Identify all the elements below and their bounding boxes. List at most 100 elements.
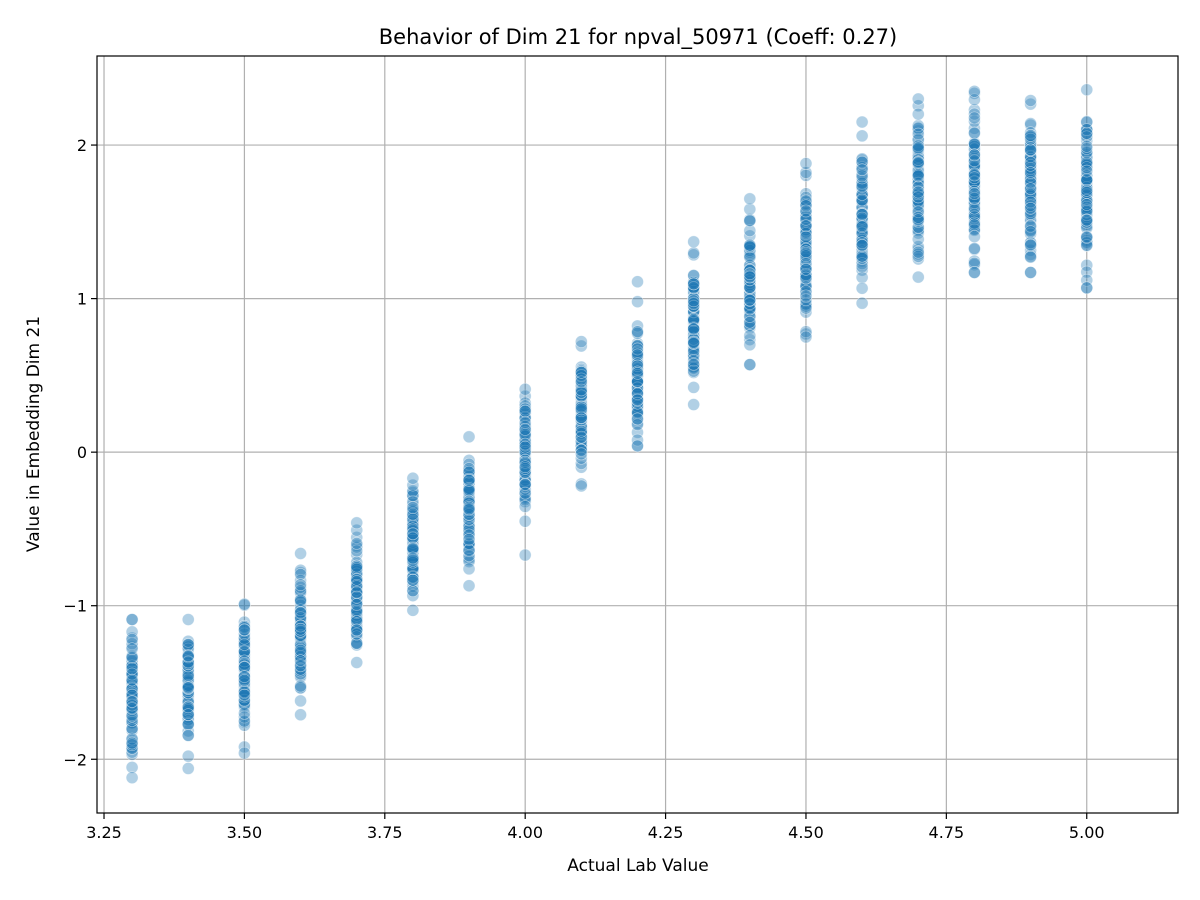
scatter-point xyxy=(125,633,139,646)
scatter-point xyxy=(406,542,420,555)
grid-lines xyxy=(97,56,1178,813)
scatter-point xyxy=(238,685,251,698)
scatter-point xyxy=(911,232,925,246)
scatter-point xyxy=(575,339,588,353)
scatter-point xyxy=(518,382,532,396)
scatter-point xyxy=(238,597,251,611)
scatter-point xyxy=(911,180,925,194)
scatter-point xyxy=(1024,129,1037,142)
plot-frame xyxy=(96,55,1179,814)
scatter-point xyxy=(125,736,139,750)
scatter-point xyxy=(181,749,195,763)
scatter-point xyxy=(1024,132,1037,146)
scatter-point xyxy=(1080,238,1094,252)
scatter-point xyxy=(125,698,139,712)
scatter-point xyxy=(350,636,364,650)
scatter-point xyxy=(911,141,925,154)
scatter-point xyxy=(518,437,532,451)
scatter-point xyxy=(1080,273,1094,287)
scatter-point xyxy=(968,201,981,215)
scatter-point xyxy=(294,606,307,619)
scatter-point xyxy=(575,372,588,386)
scatter-point xyxy=(631,439,644,453)
scatter-point xyxy=(294,679,307,693)
scatter-point xyxy=(125,732,139,746)
scatter-point xyxy=(125,745,139,759)
scatter-point xyxy=(855,249,869,263)
scatter-point xyxy=(518,433,532,447)
scatter-point xyxy=(350,523,364,537)
scatter-point xyxy=(350,656,364,669)
scatter-point xyxy=(631,325,644,338)
scatter-point xyxy=(743,244,757,257)
scatter-point xyxy=(968,111,981,125)
scatter-point xyxy=(575,368,588,382)
y-tick-label: −2 xyxy=(63,750,87,769)
scatter-point xyxy=(799,263,813,276)
scatter-point xyxy=(799,325,813,338)
scatter-point xyxy=(1080,193,1094,207)
scatter-point xyxy=(743,267,757,281)
scatter-point xyxy=(294,619,307,633)
scatter-point xyxy=(518,428,532,441)
scatter-point xyxy=(687,398,700,411)
scatter-point xyxy=(743,214,757,227)
scatter-point xyxy=(743,319,757,332)
scatter-point xyxy=(911,156,925,170)
scatter-point xyxy=(743,192,757,206)
scatter-point xyxy=(911,250,925,263)
y-tick-label: 0 xyxy=(77,443,87,462)
scatter-point xyxy=(687,281,700,294)
scatter-point xyxy=(911,252,925,266)
scatter-point xyxy=(406,573,420,587)
scatter-point xyxy=(125,613,139,626)
scatter-point xyxy=(406,551,420,565)
scatter-point xyxy=(743,315,757,329)
scatter-point xyxy=(1080,198,1094,211)
scatter-point xyxy=(181,762,195,775)
scatter-point xyxy=(238,706,251,720)
scatter-point xyxy=(687,284,700,298)
scatter-point xyxy=(462,483,476,497)
scatter-point xyxy=(631,400,644,413)
x-tick-label: 5.00 xyxy=(1069,823,1105,842)
scatter-point xyxy=(687,235,700,249)
scatter-point xyxy=(350,544,364,558)
x-tick-label: 4.25 xyxy=(648,823,684,842)
scatter-point xyxy=(911,245,925,259)
scatter-point xyxy=(238,674,251,687)
scatter-point xyxy=(181,659,195,673)
x-tick-label: 4.00 xyxy=(507,823,543,842)
scatter-point xyxy=(968,230,981,243)
scatter-point xyxy=(743,238,757,252)
scatter-point xyxy=(968,218,981,232)
x-axis-label: Actual Lab Value xyxy=(567,856,708,876)
scatter-point xyxy=(350,540,364,554)
scatter-point xyxy=(1080,115,1094,129)
scatter-point xyxy=(181,669,195,682)
scatter-point xyxy=(968,191,981,205)
scatter-point xyxy=(238,710,251,724)
scatter-point xyxy=(350,537,364,550)
scatter-point xyxy=(799,249,813,263)
scatter-point xyxy=(462,562,476,576)
scatter-point xyxy=(687,277,700,291)
scatter-point xyxy=(911,194,925,208)
scatter-point xyxy=(968,158,981,172)
scatter-point xyxy=(518,440,532,454)
scatter-point xyxy=(1024,225,1037,238)
scatter-point xyxy=(1024,202,1037,215)
scatter-point xyxy=(518,399,532,413)
scatter-point xyxy=(855,193,869,207)
scatter-point xyxy=(631,362,644,376)
scatter-point xyxy=(855,115,869,129)
scatter-point xyxy=(462,533,476,546)
scatter-point xyxy=(855,236,869,249)
scatter-point xyxy=(125,654,139,668)
scatter-point xyxy=(1080,127,1094,140)
scatter-point xyxy=(294,643,307,657)
scatter-point xyxy=(855,208,869,221)
scatter-point xyxy=(238,714,251,728)
scatter-point xyxy=(294,708,307,722)
scatter-point xyxy=(687,246,700,260)
